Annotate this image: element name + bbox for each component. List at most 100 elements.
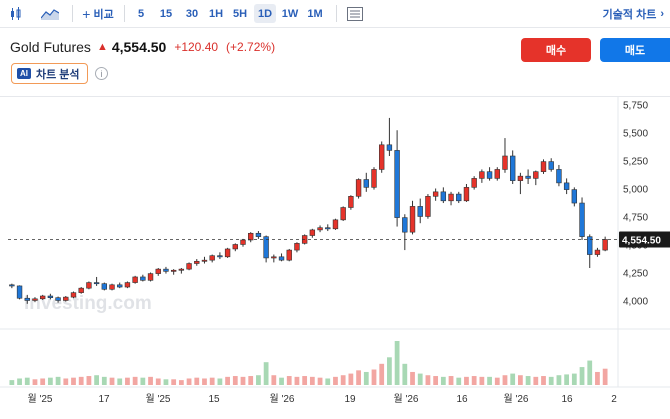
volume-bar <box>394 341 400 385</box>
candle-body <box>363 179 369 188</box>
candle-body <box>194 260 200 264</box>
volume-bar <box>271 375 277 385</box>
interval-1d[interactable]: 1D <box>254 4 276 23</box>
last-price-tag-label: 4,554.50 <box>622 235 661 246</box>
compare-button[interactable]: + 비교 <box>79 4 117 23</box>
volume-bar <box>548 376 554 385</box>
interval-15m[interactable]: 15 <box>159 7 173 20</box>
buy-button[interactable]: 매수 <box>521 38 591 62</box>
volume-bar <box>587 360 593 385</box>
volume-bar <box>487 376 492 385</box>
volume-bar <box>101 376 107 385</box>
candle-body <box>248 232 254 241</box>
area-chart-icon[interactable] <box>38 4 62 23</box>
volume-bar <box>571 373 577 385</box>
volume-bar <box>263 362 269 385</box>
info-icon[interactable]: i <box>95 67 108 80</box>
layout-icon[interactable] <box>344 4 366 23</box>
volume-bar <box>348 373 354 385</box>
candle-body <box>371 169 377 188</box>
interval-5h[interactable]: 5H <box>232 7 248 20</box>
volume-bar <box>132 376 138 385</box>
candle-body <box>170 269 177 272</box>
toolbar-divider <box>124 5 125 22</box>
price-chart[interactable]: 4,0004,2504,5004,7505,0005,2505,5005,750… <box>0 97 670 419</box>
candle-body <box>509 155 516 181</box>
candle-body <box>201 259 208 262</box>
volume-bar <box>148 376 153 385</box>
volume-bar <box>248 376 254 385</box>
candle-body <box>325 227 331 230</box>
candle-body <box>502 155 508 170</box>
volume-bar <box>286 376 292 385</box>
candle-body <box>9 284 15 287</box>
interval-1h[interactable]: 1H <box>208 7 224 20</box>
volume-bar <box>471 376 477 385</box>
volume-bar <box>579 367 585 385</box>
volume-bar <box>541 376 546 385</box>
volume-bar <box>556 375 562 385</box>
candle-body <box>140 276 146 281</box>
candle-body <box>587 236 593 255</box>
candle-body <box>556 169 562 184</box>
candle-body <box>317 227 323 231</box>
volume-bar <box>333 376 338 385</box>
volume-bar <box>63 378 69 385</box>
volume-bar <box>163 379 169 385</box>
volume-bar <box>440 376 446 385</box>
candle-body <box>124 282 131 288</box>
volume-bar <box>425 375 431 385</box>
ai-chart-analysis-button[interactable]: AI 차트 분석 <box>11 63 88 84</box>
interval-5m[interactable]: 5 <box>137 7 145 20</box>
volume-bar <box>371 369 377 385</box>
price-change: +120.40 <box>174 40 219 54</box>
candle-body <box>70 292 77 298</box>
volume-bar <box>410 371 415 385</box>
volume-bar <box>433 376 439 385</box>
candle-body <box>224 248 231 258</box>
candle-body <box>456 193 462 202</box>
candlestick-icon[interactable] <box>5 4 27 23</box>
candle-body <box>517 175 524 181</box>
technical-chart-link[interactable]: 기술적 차트 › <box>603 4 664 23</box>
volume-bar <box>209 377 215 385</box>
candle-body <box>386 144 393 151</box>
y-tick-label: 5,750 <box>623 101 648 112</box>
volume-bar <box>217 378 223 385</box>
candle-body <box>93 282 100 285</box>
volume-bar <box>317 377 323 385</box>
candle-body <box>186 263 192 270</box>
interval-30m[interactable]: 30 <box>185 7 199 20</box>
candle-body <box>255 232 262 237</box>
volume-bar <box>525 376 531 385</box>
volume-bar <box>155 378 161 385</box>
candle-body <box>525 175 531 179</box>
volume-bar <box>117 378 123 385</box>
volume-bar <box>379 363 385 385</box>
volume-bar <box>32 379 38 385</box>
candle-body <box>417 206 423 217</box>
volume-bar <box>502 375 508 385</box>
volume-bar <box>464 376 469 385</box>
volume-bar <box>171 379 177 385</box>
volume-bar <box>186 378 192 385</box>
candle-body <box>540 161 547 172</box>
candle-body <box>379 144 385 170</box>
interval-1m[interactable]: 1M <box>307 7 323 20</box>
technical-chart-label: 기술적 차트 <box>602 8 657 21</box>
candle-body <box>217 255 223 258</box>
interval-1w[interactable]: 1W <box>281 7 299 20</box>
candle-body <box>55 297 61 301</box>
candle-body <box>479 171 485 179</box>
ai-chart-analysis-label: 차트 분석 <box>36 68 80 81</box>
y-tick-label: 4,750 <box>623 213 648 224</box>
sell-button[interactable]: 매도 <box>600 38 670 62</box>
candle-body <box>271 256 277 259</box>
volume-bar <box>448 376 454 385</box>
candle-body <box>533 171 539 179</box>
y-tick-label: 5,000 <box>623 185 648 196</box>
candle-body <box>602 239 608 251</box>
volume-bar <box>510 373 516 385</box>
candle-body <box>340 207 346 221</box>
y-tick-label: 4,000 <box>623 297 648 308</box>
